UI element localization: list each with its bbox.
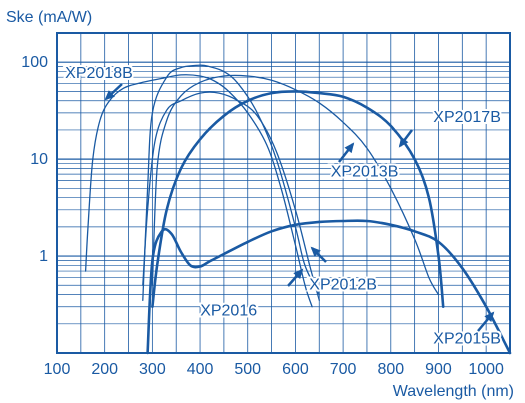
callout-arrow-head <box>398 136 409 148</box>
x-tick-label: 100 <box>44 361 71 378</box>
callout-arrow-head <box>484 311 495 322</box>
y-tick-label: 100 <box>21 54 48 71</box>
plot-frame <box>56 32 511 354</box>
series-label-xp2017b: XP2017B <box>433 109 501 126</box>
callout-arrow-head <box>344 142 355 154</box>
x-axis-label: Wavelength (nm) <box>393 383 514 400</box>
x-tick-label: 400 <box>187 361 214 378</box>
x-tick-label: 700 <box>330 361 357 378</box>
series-line-xp2012b <box>142 91 320 301</box>
series-label-xp2015b: XP2015B <box>433 330 501 347</box>
grid <box>56 32 511 354</box>
x-tick-label: 800 <box>377 361 404 378</box>
series-layer <box>84 64 512 355</box>
series-label-xp2013b: XP2013B <box>331 164 399 181</box>
series-label-xp2018b: XP2018B <box>65 65 133 82</box>
x-tick-label: 200 <box>91 361 118 378</box>
callout-arrow-head <box>293 268 304 279</box>
series-line-xp2015b <box>146 219 512 355</box>
series-line-xp2013b <box>151 74 440 296</box>
y-tick-label: 10 <box>30 151 48 168</box>
tick-labels: 100 200 300 400 500 600 700 800 900 1000 1 10 100 <box>21 54 504 378</box>
x-tick-label: 300 <box>139 361 166 378</box>
series-line-xp2016 <box>142 64 320 301</box>
series-line-xp2017b <box>151 90 445 308</box>
series-label-xp2012b: XP2012B <box>309 277 377 294</box>
x-tick-label: 500 <box>234 361 261 378</box>
series-line-xp2018b <box>84 74 313 308</box>
y-axis-label: Ske (mA/W) <box>6 9 92 26</box>
plot-border <box>56 32 511 354</box>
x-tick-label: 900 <box>425 361 452 378</box>
callout-arrow-head <box>310 246 321 257</box>
y-tick-label: 1 <box>39 248 48 265</box>
x-tick-label: 1000 <box>468 361 504 378</box>
callout-arrow-head <box>104 90 115 101</box>
series-label-xp2016: XP2016 <box>200 303 257 320</box>
x-tick-label: 600 <box>282 361 309 378</box>
series-labels: XP2018B XP2012B XP2016 XP2013B XP2017B XP2015… <box>63 63 503 349</box>
